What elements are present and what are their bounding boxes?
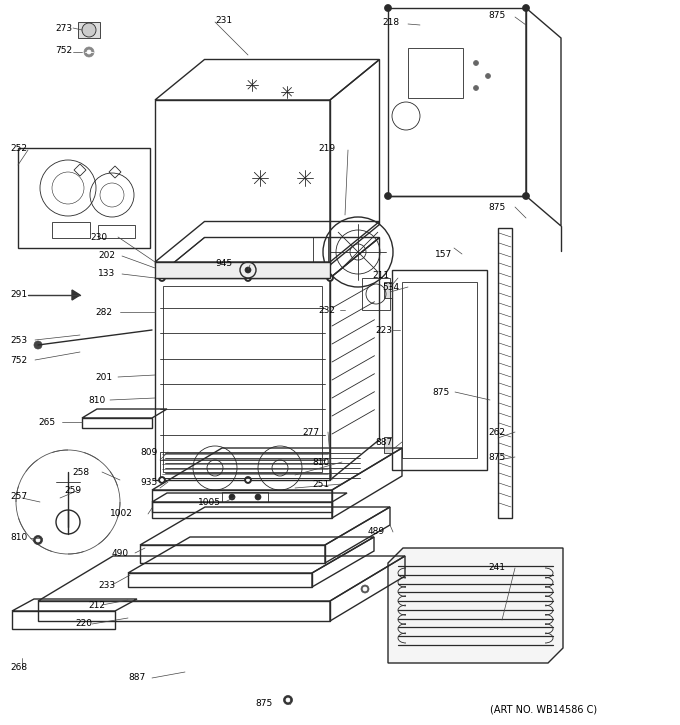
Text: 230: 230 — [90, 233, 107, 241]
Text: 810: 810 — [10, 534, 27, 542]
Text: 935: 935 — [140, 478, 157, 486]
Text: 231: 231 — [215, 15, 232, 25]
Text: 282: 282 — [95, 307, 112, 317]
Text: 265: 265 — [38, 418, 55, 426]
Circle shape — [36, 538, 40, 542]
Polygon shape — [384, 282, 392, 298]
Text: 133: 133 — [98, 268, 115, 278]
Circle shape — [245, 275, 252, 281]
Text: 233: 233 — [98, 581, 115, 589]
Circle shape — [522, 193, 530, 199]
Circle shape — [246, 478, 250, 481]
Text: 809: 809 — [140, 447, 157, 457]
Text: 202: 202 — [98, 251, 115, 260]
Circle shape — [522, 4, 530, 12]
Circle shape — [34, 341, 42, 349]
Circle shape — [473, 86, 479, 91]
Text: 810: 810 — [88, 396, 105, 405]
Circle shape — [245, 476, 252, 484]
Text: 211: 211 — [372, 270, 389, 280]
Polygon shape — [384, 437, 392, 453]
Text: 752: 752 — [55, 46, 72, 54]
Circle shape — [473, 60, 479, 65]
Text: 157: 157 — [435, 249, 452, 259]
Text: 218: 218 — [382, 17, 399, 27]
Text: 257: 257 — [10, 492, 27, 500]
Text: 259: 259 — [64, 486, 81, 494]
Circle shape — [160, 478, 163, 481]
Circle shape — [245, 267, 251, 273]
Text: 1005: 1005 — [198, 497, 221, 507]
Polygon shape — [155, 262, 330, 278]
Text: 1002: 1002 — [110, 510, 133, 518]
Text: 273: 273 — [55, 23, 72, 33]
Text: 810: 810 — [312, 457, 329, 466]
Text: 251: 251 — [312, 479, 329, 489]
Text: 252: 252 — [10, 144, 27, 152]
Circle shape — [87, 50, 91, 54]
Text: (ART NO. WB14586 C): (ART NO. WB14586 C) — [490, 705, 597, 715]
Circle shape — [363, 587, 367, 591]
Text: 262: 262 — [488, 428, 505, 436]
Text: 232: 232 — [318, 305, 335, 315]
Circle shape — [246, 276, 250, 280]
Text: 258: 258 — [72, 468, 89, 476]
Text: 752: 752 — [10, 355, 27, 365]
Circle shape — [384, 4, 392, 12]
Circle shape — [82, 23, 96, 37]
Circle shape — [326, 275, 333, 281]
Circle shape — [255, 494, 261, 500]
Circle shape — [158, 476, 165, 484]
Text: 201: 201 — [95, 373, 112, 381]
Text: 219: 219 — [318, 144, 335, 152]
Text: 887: 887 — [375, 437, 392, 447]
Circle shape — [84, 47, 94, 57]
Polygon shape — [78, 22, 100, 38]
Text: 534: 534 — [382, 283, 399, 291]
Circle shape — [286, 698, 290, 702]
Text: 291: 291 — [10, 289, 27, 299]
Text: 875: 875 — [432, 387, 449, 397]
Circle shape — [361, 585, 369, 593]
Text: 875: 875 — [255, 700, 272, 708]
Circle shape — [284, 695, 292, 705]
Text: 490: 490 — [112, 549, 129, 558]
Text: 253: 253 — [10, 336, 27, 344]
Circle shape — [384, 193, 392, 199]
Text: 223: 223 — [375, 326, 392, 334]
Text: 875: 875 — [488, 202, 505, 212]
Circle shape — [229, 494, 235, 500]
Circle shape — [328, 276, 332, 280]
Text: 875: 875 — [488, 452, 505, 462]
Polygon shape — [388, 548, 563, 663]
Text: 945: 945 — [215, 259, 232, 268]
Text: 489: 489 — [368, 528, 385, 536]
Text: 887: 887 — [128, 674, 146, 682]
Circle shape — [158, 275, 165, 281]
Polygon shape — [155, 265, 330, 278]
Circle shape — [33, 536, 42, 544]
Text: 268: 268 — [10, 663, 27, 673]
Polygon shape — [72, 290, 80, 300]
Text: 212: 212 — [88, 600, 105, 610]
Text: 220: 220 — [75, 619, 92, 629]
Text: 277: 277 — [302, 428, 319, 436]
Text: 875: 875 — [488, 10, 505, 20]
Circle shape — [160, 276, 163, 280]
Circle shape — [486, 73, 490, 78]
Text: 241: 241 — [488, 563, 505, 573]
